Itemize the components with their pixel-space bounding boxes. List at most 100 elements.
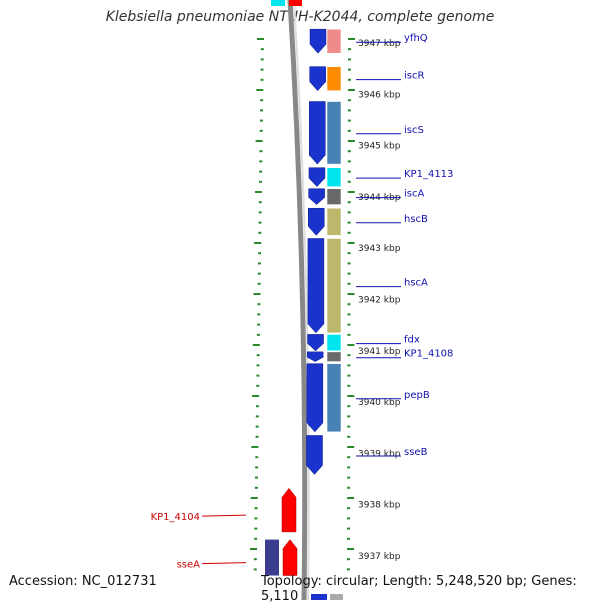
tick-mark-right bbox=[347, 344, 355, 346]
tick-mark-left bbox=[260, 78, 264, 81]
tick-mark-right bbox=[347, 58, 351, 61]
tick-mark-left bbox=[258, 252, 262, 255]
map-title: Klebsiella pneumoniae NTUH-K2044, comple… bbox=[105, 9, 495, 25]
tick-mark-left bbox=[254, 537, 258, 540]
tick-mark-left bbox=[256, 384, 260, 387]
scale-label: 3942 kbp bbox=[358, 296, 401, 306]
tick-mark-left bbox=[260, 99, 264, 102]
tick-mark-left bbox=[250, 497, 258, 499]
gene-label-fdx: fdx bbox=[404, 335, 420, 346]
tick-mark-right bbox=[347, 252, 351, 255]
tick-mark-right bbox=[347, 119, 351, 122]
tick-mark-left bbox=[251, 446, 259, 448]
cog-box-hscA bbox=[326, 238, 342, 334]
tick-mark-left bbox=[255, 425, 259, 428]
tick-mark-right bbox=[346, 568, 350, 571]
gene-label-iscA: iscA bbox=[404, 189, 424, 200]
gene-arrow-pepB bbox=[306, 363, 324, 433]
tick-mark-left bbox=[255, 435, 259, 438]
tick-mark-left bbox=[257, 282, 261, 285]
genome-backbone bbox=[287, 0, 308, 600]
tick-mark-right bbox=[347, 497, 355, 499]
tick-mark-left bbox=[252, 395, 260, 397]
tick-mark-right bbox=[347, 262, 351, 265]
tick-mark-right bbox=[347, 109, 351, 112]
tick-mark-right bbox=[347, 78, 351, 81]
genome-backbone-shadow bbox=[293, 0, 310, 600]
tick-mark-right bbox=[347, 405, 351, 408]
tick-mark-right bbox=[347, 374, 351, 377]
tick-mark-right bbox=[347, 537, 351, 540]
tick-mark-left bbox=[257, 38, 264, 40]
tick-mark-left bbox=[258, 221, 262, 224]
gene-arrow-iscR bbox=[309, 66, 326, 92]
gene-arrow-KP1_4108 bbox=[306, 351, 324, 362]
tick-mark-right bbox=[346, 558, 350, 561]
gene-arrow-hscA bbox=[307, 238, 325, 334]
outer-ticks-left bbox=[250, 38, 264, 571]
partial-cog-box bbox=[330, 594, 343, 600]
gene-label-KP1_4113: KP1_4113 bbox=[404, 169, 453, 180]
scale-label: 3946 kbp bbox=[358, 90, 401, 100]
scale-label: 3945 kbp bbox=[358, 142, 401, 152]
gene-label-sseA: sseA bbox=[177, 560, 201, 571]
forward-genes-track bbox=[306, 28, 327, 475]
cog-box-iscR bbox=[326, 66, 342, 92]
tick-mark-right bbox=[347, 170, 351, 173]
scale-label: 3939 kbp bbox=[358, 449, 401, 459]
tick-mark-left bbox=[253, 568, 257, 571]
partial-red-gene bbox=[289, 0, 302, 6]
gene-label-KP1_4108: KP1_4108 bbox=[404, 349, 453, 360]
tick-mark-left bbox=[259, 119, 263, 122]
tick-mark-left bbox=[260, 58, 264, 61]
tick-mark-left bbox=[253, 558, 257, 561]
gene-label-hscB: hscB bbox=[404, 214, 428, 225]
gene-arrow-hscB bbox=[308, 207, 325, 236]
gene-label-hscA: hscA bbox=[404, 278, 428, 289]
tick-mark-right bbox=[347, 395, 355, 397]
tick-mark-right bbox=[347, 486, 351, 489]
tick-mark-right bbox=[347, 282, 351, 285]
tick-mark-left bbox=[254, 486, 258, 489]
tick-mark-right bbox=[347, 140, 355, 142]
tick-mark-left bbox=[258, 211, 262, 214]
tick-mark-left bbox=[255, 456, 259, 459]
gene-label-pepB: pepB bbox=[404, 390, 430, 401]
tick-mark-left bbox=[256, 354, 260, 357]
tick-mark-left bbox=[255, 405, 259, 408]
tick-mark-right bbox=[347, 384, 351, 387]
tick-mark-left bbox=[255, 140, 263, 142]
tick-mark-left bbox=[257, 272, 261, 275]
tick-mark-left bbox=[254, 517, 258, 520]
tick-mark-left bbox=[256, 374, 260, 377]
tick-mark-left bbox=[256, 364, 260, 367]
tick-mark-right bbox=[347, 313, 351, 316]
tick-mark-left bbox=[255, 466, 259, 469]
scale-label: 3947 kbp bbox=[358, 39, 401, 49]
cog-box-KP1_4108 bbox=[326, 351, 342, 362]
partial-blue-gene bbox=[311, 594, 327, 600]
tick-mark-right bbox=[347, 242, 355, 244]
bottom-partial-features bbox=[311, 594, 343, 600]
tick-mark-left bbox=[253, 293, 261, 295]
scale-label: 3941 kbp bbox=[358, 347, 401, 357]
tick-mark-left bbox=[258, 231, 262, 234]
tick-mark-left bbox=[259, 170, 263, 173]
gene-label-iscR: iscR bbox=[404, 71, 424, 82]
scale-label: 3938 kbp bbox=[358, 501, 401, 511]
tick-mark-left bbox=[260, 68, 264, 71]
tick-mark-left bbox=[260, 48, 264, 51]
tick-mark-right bbox=[347, 456, 351, 459]
tick-mark-left bbox=[252, 344, 260, 346]
gene-arrow-iscA bbox=[308, 188, 325, 205]
tick-mark-left bbox=[259, 180, 263, 183]
tick-mark-right bbox=[347, 466, 351, 469]
gene-arrow-fdx bbox=[307, 334, 324, 352]
tick-mark-right bbox=[347, 293, 355, 295]
gene-arrow-sseA bbox=[282, 539, 298, 576]
tick-mark-left bbox=[254, 191, 262, 193]
tick-mark-right bbox=[347, 425, 351, 428]
tick-mark-left bbox=[259, 129, 263, 132]
tick-mark-right bbox=[347, 89, 355, 91]
